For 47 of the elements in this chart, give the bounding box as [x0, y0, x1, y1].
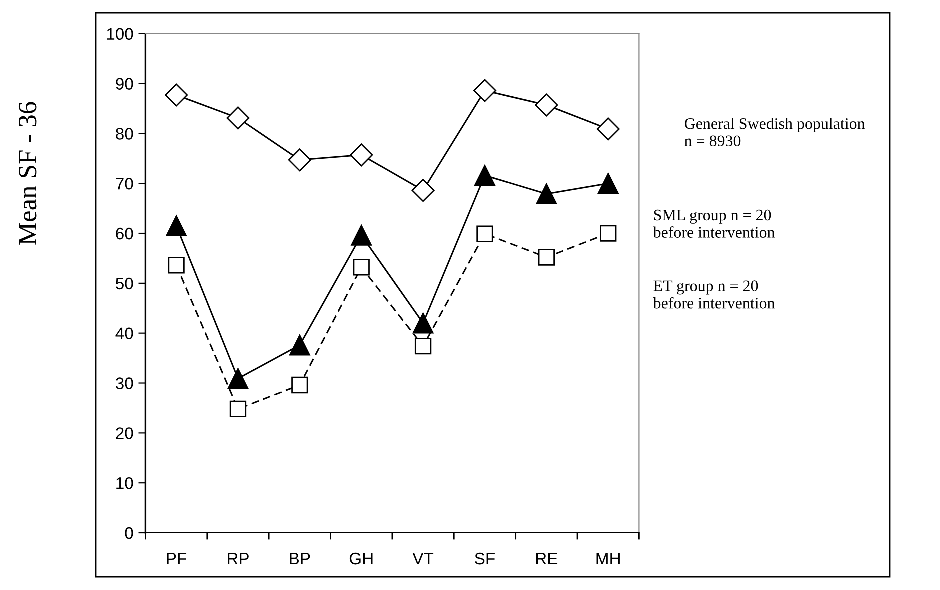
- y-tick-label: 100: [107, 28, 134, 40]
- point: [353, 259, 370, 276]
- y-axis-title: Mean SF - 36: [18, 102, 37, 246]
- point: [351, 225, 372, 246]
- point: [290, 334, 310, 356]
- y-tick-label: 50: [116, 278, 134, 290]
- y-tick-label: 20: [116, 428, 134, 440]
- text: ET group n = 20 before intervention: [653, 280, 776, 309]
- point: [412, 312, 434, 334]
- y-tick-label: 10: [116, 477, 134, 490]
- point: [474, 165, 496, 186]
- point: [600, 225, 617, 242]
- x-tick-label: PF: [167, 553, 187, 565]
- x-tick-label: VT: [412, 553, 434, 565]
- y-tick-label: 60: [116, 228, 134, 240]
- point: [292, 376, 308, 394]
- point: [412, 179, 435, 202]
- point: [226, 106, 250, 130]
- point: [414, 338, 432, 355]
- x-tick-label: BP: [290, 553, 310, 565]
- y-tick-label: 40: [116, 328, 134, 340]
- point: [473, 79, 496, 102]
- point: [228, 368, 249, 390]
- y-tick-label: 70: [116, 178, 134, 190]
- x-tick-label: GH: [350, 552, 373, 565]
- point: [168, 257, 185, 274]
- text: General Swedish population n = 8930: [684, 118, 866, 146]
- point: [536, 184, 558, 205]
- x-tick-label: MH: [596, 553, 620, 565]
- x-tick-label: RE: [536, 553, 558, 565]
- point: [596, 118, 620, 141]
- point: [476, 226, 494, 242]
- point: [535, 94, 558, 117]
- point: [230, 400, 247, 418]
- x-tick-label: RP: [228, 553, 249, 565]
- point: [538, 249, 556, 266]
- point: [350, 144, 374, 167]
- x-tick-label: SF: [475, 552, 495, 565]
- y-tick-label: 0: [125, 527, 134, 540]
- point: [165, 84, 188, 107]
- text: SML group n = 20 before intervention: [653, 210, 776, 238]
- y-tick-label: 30: [116, 378, 134, 390]
- point: [598, 173, 619, 194]
- y-tick-label: 80: [116, 128, 134, 140]
- y-tick-label: 90: [116, 78, 134, 90]
- point: [166, 216, 187, 236]
- point: [288, 148, 312, 172]
